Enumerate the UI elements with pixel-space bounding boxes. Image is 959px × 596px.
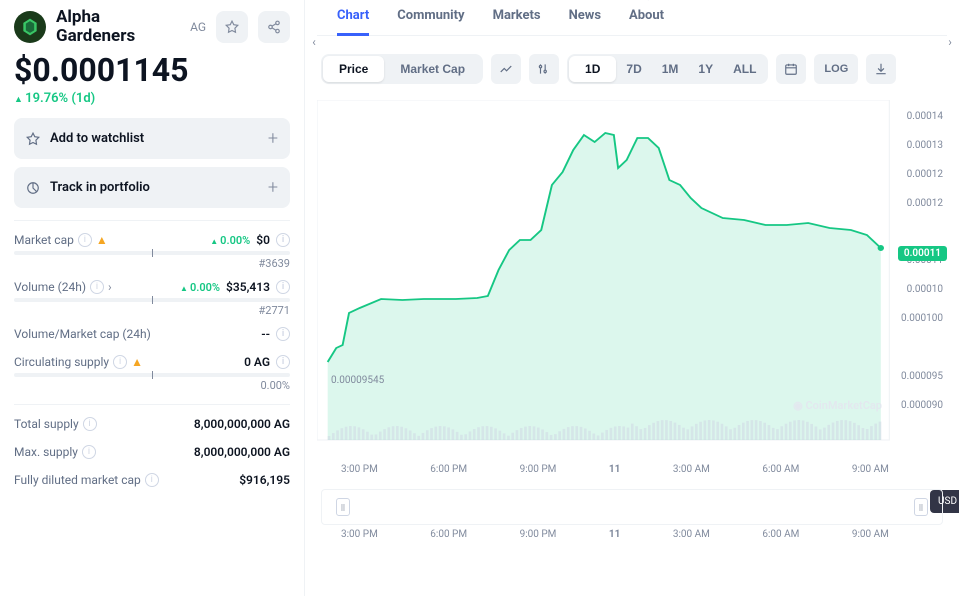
circ-bar — [14, 373, 290, 377]
range-handle-left[interactable]: || — [336, 498, 350, 516]
info-icon[interactable]: i — [113, 355, 127, 369]
vol-rank: #2771 — [14, 304, 290, 317]
range-handle-right[interactable]: || — [914, 498, 928, 516]
mc-rank: #3639 — [14, 257, 290, 270]
circ-value: 0 AG — [244, 355, 270, 369]
tab-about[interactable]: About — [629, 2, 664, 35]
download-icon[interactable] — [866, 54, 896, 84]
vol-value: $35,413 — [226, 280, 270, 294]
current-price-tag: 0.00011 — [898, 246, 947, 261]
tab-community[interactable]: Community — [397, 2, 464, 35]
fdmc-label: Fully diluted market cap i — [14, 473, 239, 487]
price: $0.0001145 — [14, 51, 290, 89]
info-icon[interactable]: i — [276, 327, 290, 341]
tab-chart[interactable]: Chart — [337, 2, 369, 36]
total-value: 8,000,000,000 AG — [194, 417, 290, 431]
info-icon[interactable]: i — [90, 280, 104, 294]
max-label: Max. supply i — [14, 445, 194, 459]
info-icon[interactable]: i — [276, 355, 290, 369]
info-icon[interactable]: i — [145, 473, 159, 487]
line-chart-icon[interactable] — [491, 54, 521, 84]
mc-value: $0 — [256, 233, 270, 247]
star-button[interactable] — [216, 11, 248, 43]
circ-label: Circulating supply i ▲ — [14, 355, 244, 369]
watermark: ◉ CoinMarketCap — [793, 399, 882, 412]
info-icon[interactable]: i — [83, 417, 97, 431]
mcap-toggle[interactable]: Market Cap — [384, 56, 481, 82]
tabs: Chart Community Markets News About — [317, 0, 947, 36]
mc-change: 0.00% — [210, 234, 250, 247]
watchlist-label: Add to watchlist — [50, 131, 258, 146]
total-label: Total supply i — [14, 417, 194, 431]
price-toggle[interactable]: Price — [323, 56, 384, 82]
tabs-prev[interactable]: ‹ — [305, 28, 323, 56]
range-1y[interactable]: 1Y — [688, 56, 723, 82]
info-icon[interactable]: i — [82, 445, 96, 459]
coin-name: Alpha Gardeners — [56, 8, 172, 45]
settings-icon[interactable] — [529, 54, 559, 84]
max-value: 8,000,000,000 AG — [194, 445, 290, 459]
volmc-label: Volume/Market cap (24h) — [14, 327, 261, 341]
volume-label[interactable]: Volume (24h) i › — [14, 280, 180, 294]
mini-chart[interactable]: || || — [321, 489, 943, 525]
plus-icon: + — [268, 177, 278, 198]
range-1m[interactable]: 1M — [652, 56, 689, 82]
mc-bar — [14, 251, 290, 255]
volmc-value: -- — [261, 327, 270, 341]
info-icon[interactable]: i — [276, 233, 290, 247]
vol-bar — [14, 298, 290, 302]
coin-symbol: AG — [190, 20, 206, 34]
log-toggle[interactable]: LOG — [814, 54, 858, 84]
price-change: 19.76% (1d) — [14, 91, 290, 106]
info-icon[interactable]: i — [276, 280, 290, 294]
circ-pct: 0.00% — [14, 379, 290, 392]
tab-markets[interactable]: Markets — [493, 2, 541, 35]
add-watchlist-button[interactable]: Add to watchlist + — [14, 118, 290, 159]
range-all[interactable]: ALL — [723, 56, 766, 82]
share-button[interactable] — [258, 11, 290, 43]
warn-icon[interactable]: ▲ — [96, 233, 108, 247]
tabs-next[interactable]: › — [941, 28, 959, 56]
range-7d[interactable]: 7D — [616, 56, 651, 82]
mini-x-axis: 3:00 PM6:00 PM9:00 PM113:00 AM6:00 AM9:0… — [317, 525, 947, 540]
range-toggle: 1D 7D 1M 1Y ALL — [567, 54, 768, 84]
tab-news[interactable]: News — [569, 2, 601, 35]
start-value: 0.00009545 — [331, 375, 384, 386]
plus-icon: + — [268, 128, 278, 149]
pie-icon — [26, 181, 40, 195]
vol-change: 0.00% — [180, 281, 220, 294]
market-cap-label: Market cap i ▲ — [14, 233, 210, 247]
star-icon — [26, 132, 40, 146]
price-chart[interactable]: 0.000140.000130.000120.000120.000110.000… — [317, 100, 947, 460]
coin-logo — [14, 11, 46, 43]
portfolio-label: Track in portfolio — [50, 180, 258, 195]
track-portfolio-button[interactable]: Track in portfolio + — [14, 167, 290, 208]
range-1d[interactable]: 1D — [569, 56, 616, 82]
chart-x-axis: 3:00 PM6:00 PM9:00 PM113:00 AM6:00 AM9:0… — [317, 460, 947, 475]
info-icon[interactable]: i — [78, 233, 92, 247]
fdmc-value: $916,195 — [239, 473, 290, 487]
warn-icon[interactable]: ▲ — [131, 355, 143, 369]
price-mcap-toggle: Price Market Cap — [321, 54, 483, 84]
calendar-icon[interactable] — [776, 54, 806, 84]
